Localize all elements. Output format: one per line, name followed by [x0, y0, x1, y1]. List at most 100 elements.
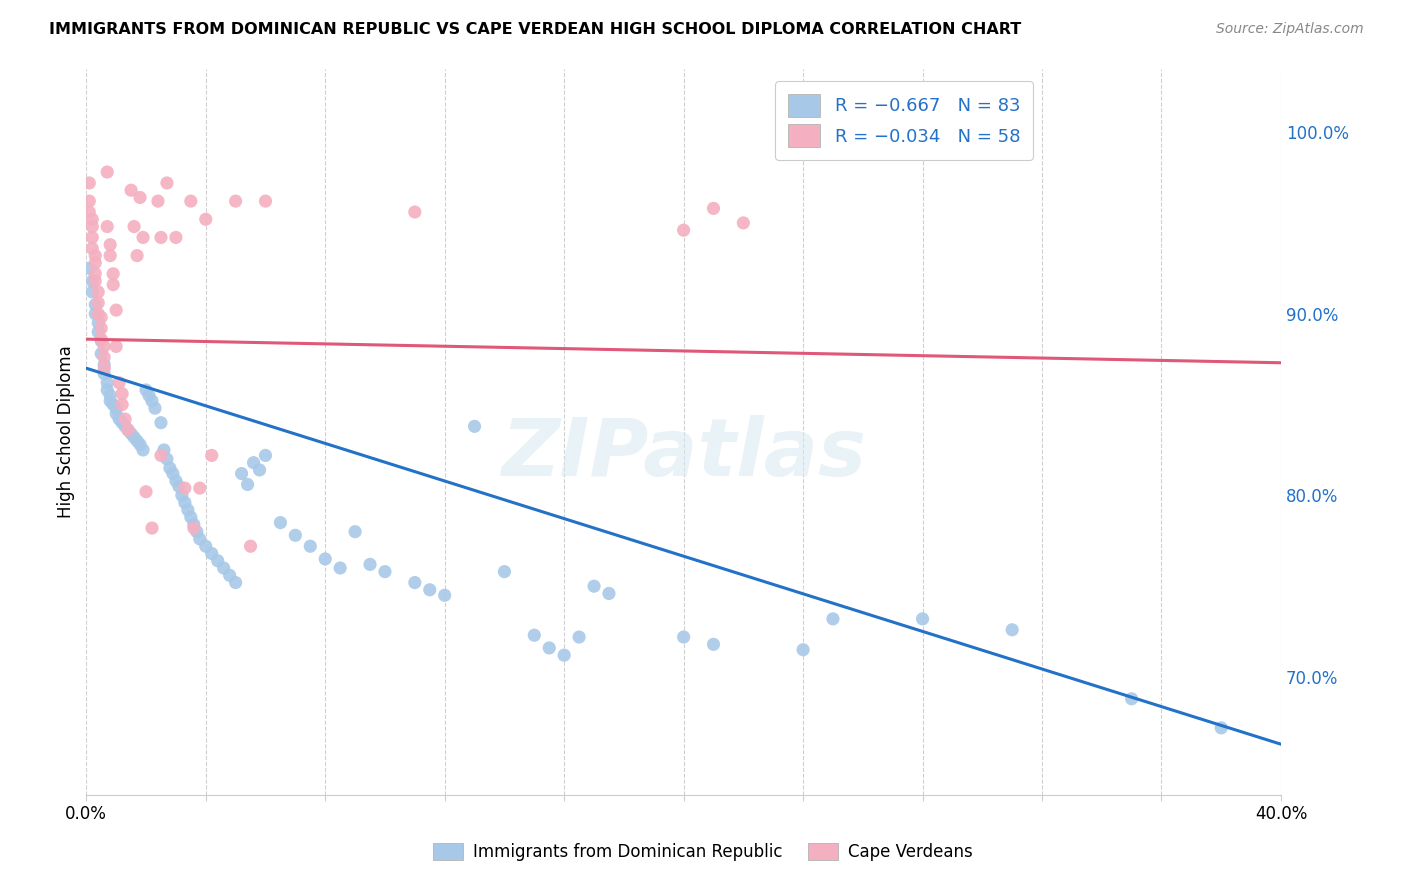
- Point: [212, 561, 235, 575]
- Point: [173, 481, 195, 495]
- Point: [90, 332, 112, 346]
- Point: [284, 528, 307, 542]
- Point: [568, 630, 591, 644]
- Text: Source: ZipAtlas.com: Source: ZipAtlas.com: [1216, 22, 1364, 37]
- Point: [105, 401, 128, 416]
- Point: [733, 216, 755, 230]
- Point: [84, 267, 107, 281]
- Point: [170, 488, 193, 502]
- Point: [98, 237, 121, 252]
- Point: [183, 521, 205, 535]
- Point: [93, 339, 115, 353]
- Point: [90, 334, 112, 348]
- Legend: Immigrants from Dominican Republic, Cape Verdeans: Immigrants from Dominican Republic, Cape…: [426, 836, 980, 868]
- Point: [239, 539, 262, 553]
- Point: [149, 230, 172, 244]
- Point: [98, 388, 121, 402]
- Point: [90, 321, 112, 335]
- Point: [98, 249, 121, 263]
- Point: [143, 401, 166, 416]
- Point: [108, 412, 131, 426]
- Point: [1211, 721, 1233, 735]
- Point: [404, 205, 426, 219]
- Point: [538, 640, 561, 655]
- Point: [225, 575, 247, 590]
- Point: [494, 565, 516, 579]
- Point: [702, 202, 724, 216]
- Point: [156, 452, 179, 467]
- Point: [135, 383, 157, 397]
- Point: [1121, 691, 1143, 706]
- Point: [87, 295, 110, 310]
- Point: [188, 532, 211, 546]
- Point: [138, 388, 160, 402]
- Point: [207, 554, 229, 568]
- Point: [87, 307, 110, 321]
- Point: [120, 183, 142, 197]
- Point: [194, 212, 217, 227]
- Point: [165, 474, 187, 488]
- Point: [132, 442, 155, 457]
- Point: [84, 256, 107, 270]
- Point: [82, 285, 104, 299]
- Point: [129, 190, 152, 204]
- Point: [188, 481, 211, 495]
- Point: [225, 194, 247, 208]
- Point: [419, 582, 441, 597]
- Point: [105, 339, 128, 353]
- Point: [173, 495, 195, 509]
- Point: [82, 230, 104, 244]
- Point: [672, 630, 695, 644]
- Point: [162, 467, 184, 481]
- Point: [156, 176, 179, 190]
- Point: [105, 303, 128, 318]
- Point: [299, 539, 322, 553]
- Point: [108, 376, 131, 390]
- Point: [582, 579, 605, 593]
- Point: [82, 212, 104, 227]
- Point: [111, 416, 134, 430]
- Y-axis label: High School Diploma: High School Diploma: [58, 345, 75, 518]
- Point: [120, 426, 142, 441]
- Point: [141, 393, 163, 408]
- Point: [236, 477, 259, 491]
- Point: [105, 407, 128, 421]
- Point: [87, 325, 110, 339]
- Point: [553, 648, 575, 663]
- Point: [84, 307, 107, 321]
- Point: [374, 565, 396, 579]
- Point: [114, 412, 136, 426]
- Point: [464, 419, 486, 434]
- Point: [90, 347, 112, 361]
- Point: [132, 230, 155, 244]
- Point: [117, 423, 139, 437]
- Point: [314, 552, 336, 566]
- Point: [180, 510, 202, 524]
- Point: [523, 628, 546, 642]
- Point: [82, 241, 104, 255]
- Point: [180, 194, 202, 208]
- Point: [125, 249, 148, 263]
- Point: [254, 194, 277, 208]
- Legend: R = −0.667   N = 83, R = −0.034   N = 58: R = −0.667 N = 83, R = −0.034 N = 58: [775, 81, 1033, 160]
- Point: [135, 484, 157, 499]
- Point: [93, 361, 115, 376]
- Point: [183, 517, 205, 532]
- Point: [82, 219, 104, 234]
- Point: [98, 393, 121, 408]
- Point: [344, 524, 367, 539]
- Point: [329, 561, 352, 575]
- Point: [146, 194, 169, 208]
- Point: [87, 285, 110, 299]
- Point: [122, 430, 145, 444]
- Point: [218, 568, 240, 582]
- Point: [177, 503, 200, 517]
- Point: [84, 249, 107, 263]
- Point: [101, 267, 124, 281]
- Point: [149, 416, 172, 430]
- Point: [254, 449, 277, 463]
- Point: [77, 176, 100, 190]
- Point: [82, 274, 104, 288]
- Point: [141, 521, 163, 535]
- Point: [159, 461, 181, 475]
